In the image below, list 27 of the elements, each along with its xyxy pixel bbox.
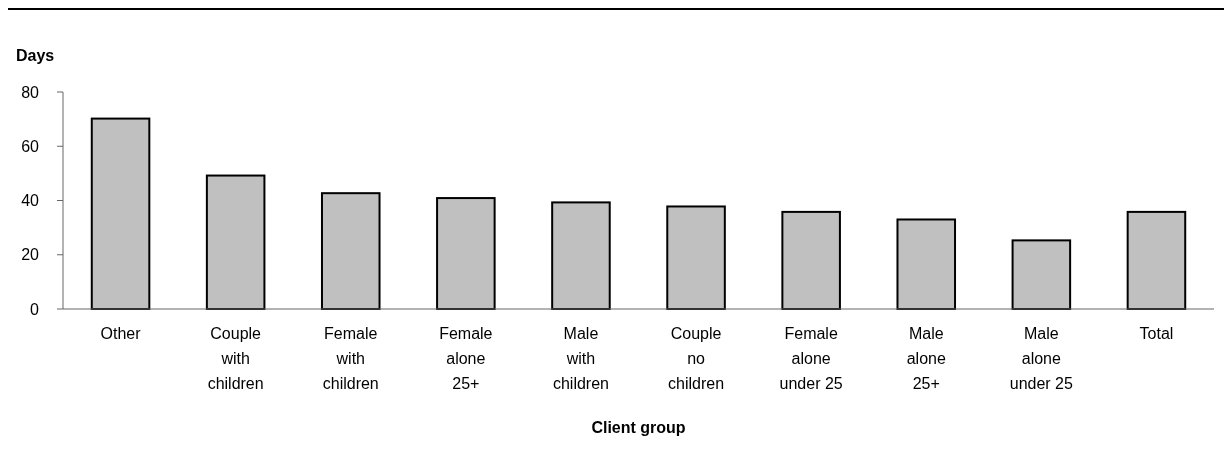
y-tick-label: 80 (21, 83, 40, 101)
x-axis-title: Client group (591, 419, 686, 436)
x-tick-label: Female alone under 25 (779, 325, 843, 392)
bar (781, 210, 841, 310)
x-tick-label: Couple no children (668, 325, 725, 392)
y-tick-label: 60 (21, 137, 40, 155)
x-tick-label: Couple with children (207, 325, 264, 392)
bar (896, 218, 957, 310)
bar (1126, 210, 1187, 310)
x-tick-label: Female with children (322, 325, 379, 392)
bar (320, 192, 381, 310)
bar (90, 117, 151, 310)
y-tick-label: 40 (21, 192, 40, 210)
x-tick-label: Male alone under 25 (1009, 325, 1074, 392)
y-axis-title: Days (16, 47, 55, 64)
bar (436, 197, 496, 310)
x-tick-label: Male alone 25+ (906, 325, 946, 392)
bar (666, 205, 726, 310)
bar (205, 174, 266, 310)
x-tick-label: Total (1139, 325, 1174, 342)
y-tick-label: 20 (21, 246, 40, 264)
x-tick-label: Male with children (552, 325, 609, 392)
y-tick-label: 0 (30, 300, 40, 318)
bar (1011, 239, 1072, 310)
bar (551, 201, 611, 310)
x-tick-label: Other (100, 325, 142, 342)
x-tick-label: Female alone 25+ (439, 325, 493, 392)
